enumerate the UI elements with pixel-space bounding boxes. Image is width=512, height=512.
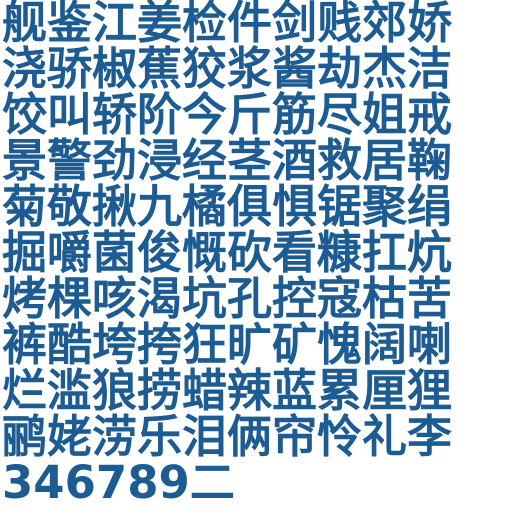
text-row-9: 烂滥狼捞蜡辣蓝累厘狸 [2, 364, 453, 417]
text-row-4: 景警劲浸经茎酒救居鞠 [2, 134, 453, 187]
text-row-7: 烤棵咳渴坑孔控寇枯苦 [2, 272, 453, 325]
text-row-11: 346789二 [2, 456, 235, 509]
text-row-10: 鹂姥涝乐泪俩帘怜礼李 [2, 410, 453, 463]
text-row-5: 菊敬揪九橘俱惧锯聚绢 [2, 180, 453, 233]
text-row-8: 裤酷垮挎狂旷矿愧阔喇 [2, 318, 453, 371]
text-row-6: 掘嚼菌俊慨砍看糠扛炕 [2, 226, 453, 279]
text-row-1: 舰鉴江姜检件剑贱郊娇 [2, 0, 453, 49]
text-row-3: 饺叫轿阶今斤筋尽姐戒 [2, 88, 453, 141]
text-row-2: 浇骄椒蕉狡浆酱劫杰洁 [2, 42, 453, 95]
